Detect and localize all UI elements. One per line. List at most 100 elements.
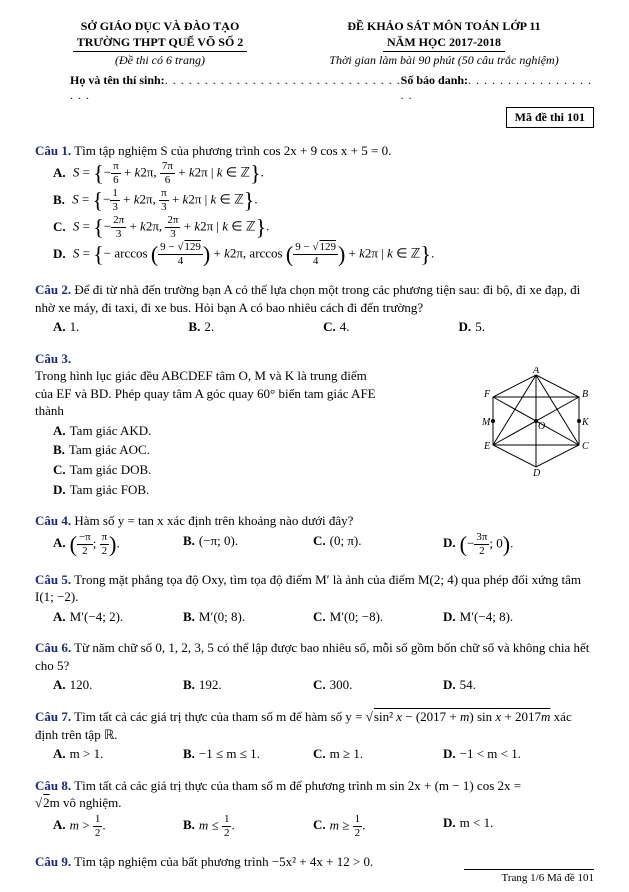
question-7: Câu 7. Tìm tất cả các giá trị thực của t… xyxy=(35,708,594,763)
q2-label: Câu 2. xyxy=(35,282,71,297)
q8-text-a: Tìm tất cả các giá trị thực của tham số … xyxy=(74,778,521,793)
q3-label: Câu 3. xyxy=(35,350,594,368)
svg-text:B: B xyxy=(582,389,588,400)
q6-label: Câu 6. xyxy=(35,640,71,655)
svg-text:A: A xyxy=(532,367,540,376)
q6-choices: A.120. B.192. C.300. D.54. xyxy=(35,676,594,694)
opt-D-letter: D. xyxy=(53,246,66,261)
q3-text-block: Trong hình lục giác đều ABCDEF tâm O, M … xyxy=(35,367,479,498)
q7-B: B.−1 ≤ m ≤ 1. xyxy=(183,745,313,763)
q6-D: D.54. xyxy=(443,676,573,694)
q4-choices: A.(−π2; π2). B.(−π; 0). C.(0; π). D.(−3π… xyxy=(35,532,594,557)
question-3: Câu 3. Trong hình lục giác đều ABCDEF tâ… xyxy=(35,350,594,498)
q3-t2: của EF và BD. Phép quay tâm A góc quay 6… xyxy=(35,385,469,403)
q8-text-b: m vô nghiệm. xyxy=(50,795,122,810)
q8-label: Câu 8. xyxy=(35,778,71,793)
q2-choices: A.1. B.2. C.4. D.5. xyxy=(35,318,594,336)
header-left: SỞ GIÁO DỤC VÀ ĐÀO TẠO TRƯỜNG THPT QUẾ V… xyxy=(35,18,285,69)
q5-label: Câu 5. xyxy=(35,572,71,587)
q7-choices: A.m > 1. B.−1 ≤ m ≤ 1. C.m ≥ 1. D.−1 < m… xyxy=(35,745,594,763)
q5-D: D.M′(−4; 8). xyxy=(443,608,573,626)
q6-B: B.192. xyxy=(183,676,313,694)
svg-text:K: K xyxy=(581,417,590,428)
name-field: Họ và tên thí sinh:. . . . . . . . . . .… xyxy=(35,73,401,103)
question-1: Câu 1. Tìm tập nghiệm S của phương trình… xyxy=(35,142,594,268)
q3-t3: thành xyxy=(35,402,469,420)
q3-A: A.Tam giác AKD. xyxy=(35,422,469,440)
hexagon-figure: A B C D E F O M K xyxy=(479,367,594,477)
q7-A: A.m > 1. xyxy=(53,745,183,763)
svg-text:F: F xyxy=(483,389,491,400)
q2-text: Để đi từ nhà đến trường bạn A có thể lựa… xyxy=(35,282,580,315)
q8-D: D.m < 1. xyxy=(443,814,573,839)
q8-C: C.m ≥ 12. xyxy=(313,814,443,839)
q8-B: B.m ≤ 12. xyxy=(183,814,313,839)
q2-C: C.4. xyxy=(323,318,349,336)
svg-text:O: O xyxy=(538,421,545,432)
q3-C: C.Tam giác DOB. xyxy=(35,461,469,479)
q9-label: Câu 9. xyxy=(35,854,71,869)
q1-opt-C: C. S = {−2π3 + k2π, 2π3 + k2π | k ∈ ℤ}. xyxy=(35,215,594,240)
question-9: Câu 9. Tìm tập nghiệm của bất phương trì… xyxy=(35,853,594,871)
q1-opt-A: A. S = {−π6 + k2π, 7π6 + k2π | k ∈ ℤ}. xyxy=(35,161,594,186)
q3-body: Trong hình lục giác đều ABCDEF tâm O, M … xyxy=(35,367,594,498)
q5-A: A.M′(−4; 2). xyxy=(53,608,183,626)
question-2: Câu 2. Để đi từ nhà đến trường bạn A có … xyxy=(35,281,594,336)
exam-code-box: Mã đề thi 101 xyxy=(506,107,594,128)
q7-label: Câu 7. xyxy=(35,709,71,724)
page-footer: Trang 1/6 Mã đề 101 xyxy=(464,869,594,884)
q4-C: C.(0; π). xyxy=(313,532,443,557)
q8-choices: A.m > 12. B.m ≤ 12. C.m ≥ 12. D.m < 1. xyxy=(35,814,594,839)
year-line: NĂM HỌC 2017-2018 xyxy=(383,34,505,52)
svg-text:D: D xyxy=(532,468,541,477)
q7-C: C.m ≥ 1. xyxy=(313,745,443,763)
name-row: Họ và tên thí sinh:. . . . . . . . . . .… xyxy=(35,73,594,103)
question-8: Câu 8. Tìm tất cả các giá trị thực của t… xyxy=(35,777,594,839)
sbd-field: Số báo danh:. . . . . . . . . . . . . . … xyxy=(401,73,594,103)
q1-opt-B: B. S = {−13 + k2π, π3 + k2π | k ∈ ℤ}. xyxy=(35,188,594,213)
exam-page: SỞ GIÁO DỤC VÀ ĐÀO TẠO TRƯỜNG THPT QUẾ V… xyxy=(0,0,629,892)
school-line: TRƯỜNG THPT QUẾ VÕ SỐ 2 xyxy=(73,34,248,52)
q7-text-a: Tìm tất cả các giá trị thực của tham số … xyxy=(74,709,366,724)
q1-label: Câu 1. xyxy=(35,143,71,158)
q6-text: Từ năm chữ số 0, 1, 2, 3, 5 có thể lập đ… xyxy=(35,640,589,673)
q2-A: A.1. xyxy=(53,318,79,336)
svg-text:C: C xyxy=(582,441,589,452)
q5-choices: A.M′(−4; 2). B.M′(0; 8). C.M′(0; −8). D.… xyxy=(35,608,594,626)
q5-B: B.M′(0; 8). xyxy=(183,608,313,626)
q5-text: Trong mặt phẳng tọa độ Oxy, tìm tọa độ đ… xyxy=(35,572,581,605)
q4-A: A.(−π2; π2). xyxy=(53,532,183,557)
q6-A: A.120. xyxy=(53,676,183,694)
q2-B: B.2. xyxy=(188,318,214,336)
dept-line: SỞ GIÁO DỤC VÀ ĐÀO TẠO xyxy=(35,18,285,34)
q8-A: A.m > 12. xyxy=(53,814,183,839)
q2-D: D.5. xyxy=(459,318,485,336)
name-label: Họ và tên thí sinh: xyxy=(70,73,165,87)
q4-label: Câu 4. xyxy=(35,513,71,528)
opt-C-letter: C. xyxy=(53,219,66,234)
header: SỞ GIÁO DỤC VÀ ĐÀO TẠO TRƯỜNG THPT QUẾ V… xyxy=(35,18,594,69)
q9-text: Tìm tập nghiệm của bất phương trình −5x²… xyxy=(74,854,373,869)
q3-D: D.Tam giác FOB. xyxy=(35,481,469,499)
opt-A-letter: A. xyxy=(53,165,66,180)
q3-B: B.Tam giác AOC. xyxy=(35,441,469,459)
q5-C: C.M′(0; −8). xyxy=(313,608,443,626)
question-6: Câu 6. Từ năm chữ số 0, 1, 2, 3, 5 có th… xyxy=(35,639,594,694)
sbd-label: Số báo danh: xyxy=(401,73,468,87)
q7-D: D.−1 < m < 1. xyxy=(443,745,573,763)
svg-text:M: M xyxy=(481,417,491,428)
q1-opt-D: D. S = {− arccos (9 − √1294) + k2π, arcc… xyxy=(35,242,594,267)
header-right: ĐỀ KHẢO SÁT MÔN TOÁN LỚP 11 NĂM HỌC 2017… xyxy=(294,18,594,69)
exam-title: ĐỀ KHẢO SÁT MÔN TOÁN LỚP 11 xyxy=(294,18,594,34)
code-wrap: Mã đề thi 101 xyxy=(35,105,594,128)
q3-t1: Trong hình lục giác đều ABCDEF tâm O, M … xyxy=(35,367,469,385)
q1-text: Tìm tập nghiệm S của phương trình cos 2x… xyxy=(74,143,391,158)
svg-text:E: E xyxy=(483,441,490,452)
question-5: Câu 5. Trong mặt phẳng tọa độ Oxy, tìm t… xyxy=(35,571,594,626)
opt-B-letter: B. xyxy=(53,192,65,207)
q4-text: Hàm số y = tan x xác định trên khoảng nà… xyxy=(74,513,353,528)
q4-B: B.(−π; 0). xyxy=(183,532,313,557)
q6-C: C.300. xyxy=(313,676,443,694)
page-count-line: (Đề thi có 6 trang) xyxy=(35,52,285,68)
duration-line: Thời gian làm bài 90 phút (50 câu trắc n… xyxy=(294,52,594,68)
